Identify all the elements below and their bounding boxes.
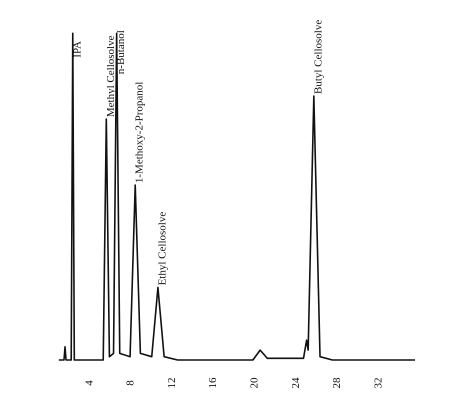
x-tick-label: 4	[83, 380, 95, 386]
x-tick-label: 16	[207, 377, 219, 389]
peak-label: n-Butanol	[115, 30, 127, 74]
x-tick-label: 12	[166, 378, 178, 389]
chromatogram-trace	[58, 32, 415, 361]
peak-label: IPA	[71, 41, 83, 58]
x-tick-label: 20	[249, 377, 261, 389]
peak-label: Methyl Cellosolve	[105, 35, 117, 117]
x-tick-label: 32	[372, 378, 384, 389]
peak-label: Butyl Cellosolve	[312, 20, 324, 94]
peak-label: 1-Methoxy-2-Propanol	[134, 82, 146, 183]
x-tick-label: 28	[331, 377, 343, 389]
x-tick-label: 24	[290, 377, 302, 389]
peak-label: Ethyl Cellosolve	[156, 212, 168, 286]
x-tick-label: 8	[125, 380, 137, 386]
